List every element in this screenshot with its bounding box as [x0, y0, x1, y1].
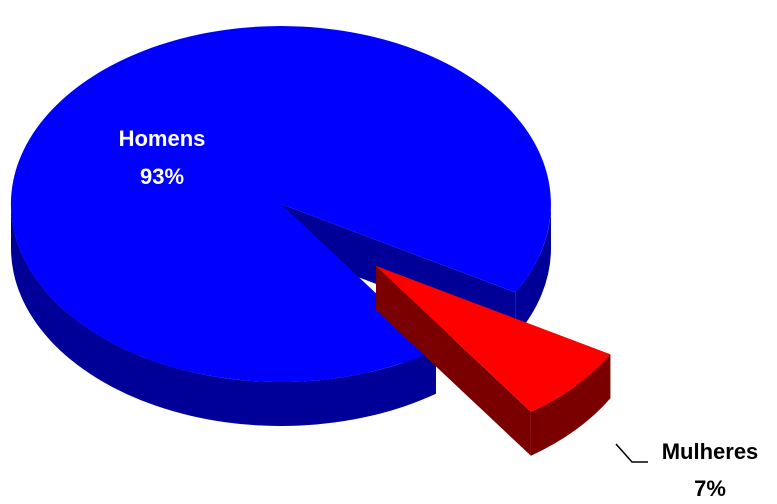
mulheres-percent-label: 7%: [694, 476, 726, 501]
pie-slices: [10, 26, 611, 456]
homens-percent-label: 93%: [140, 164, 184, 189]
slice-side-wall: [515, 204, 551, 337]
mulheres-leader-line: [615, 443, 648, 463]
slice-cut-face: [376, 266, 531, 456]
slice-top: [10, 26, 551, 383]
pie-slice-mulheres: [376, 266, 611, 456]
homens-label: Homens: [119, 126, 206, 151]
mulheres-label: Mulheres: [662, 439, 759, 464]
slice-side-wall: [530, 354, 611, 456]
slice-top: [376, 266, 611, 412]
slice-side-wall: [10, 204, 436, 427]
